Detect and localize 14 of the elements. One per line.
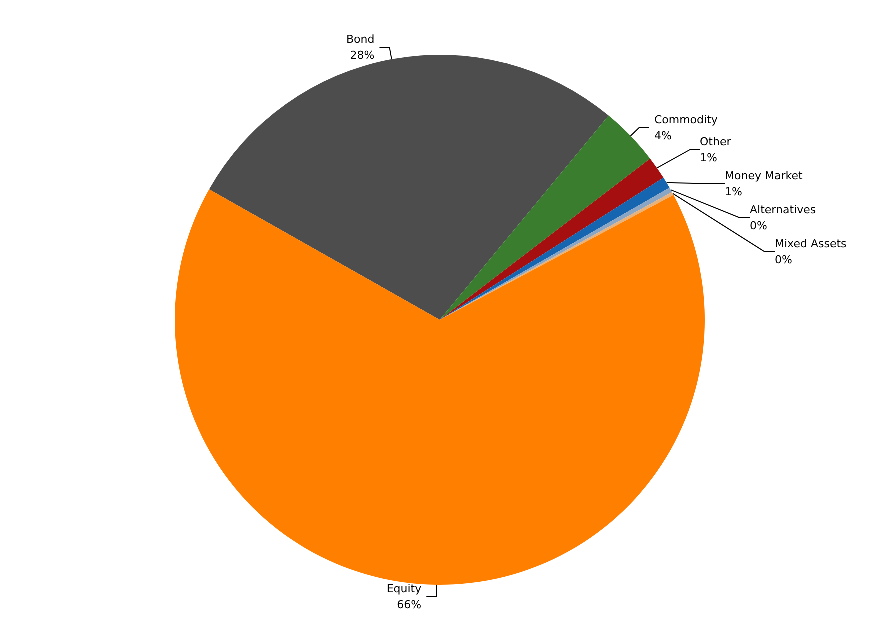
data-label: 28% <box>350 49 375 62</box>
slice-label: Alternatives <box>750 204 816 216</box>
slice-label: Mixed Assets <box>775 238 848 250</box>
slice-label: Bond <box>346 33 375 46</box>
data-label: 66% <box>397 598 422 612</box>
data-label: 4% <box>654 129 672 142</box>
slice-label: Other <box>700 136 732 148</box>
data-label: 1% <box>725 186 742 198</box>
data-label: 0% <box>775 254 792 266</box>
slice-label: Money Market <box>725 170 804 182</box>
slice-label: Equity <box>386 582 422 596</box>
data-label: 1% <box>700 152 718 164</box>
slice-label: Commodity <box>654 113 718 126</box>
data-label: 0% <box>750 220 768 232</box>
